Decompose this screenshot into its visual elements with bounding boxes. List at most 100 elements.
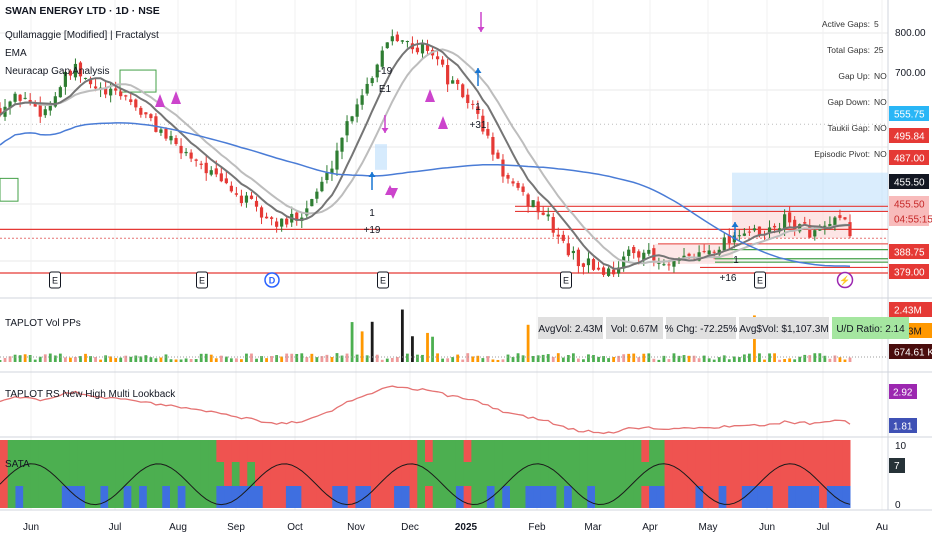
volume-bar: [421, 354, 424, 362]
sata-cell: [23, 440, 32, 462]
sata-cell: [463, 440, 472, 462]
candle-body: [742, 233, 746, 236]
candle-body: [461, 84, 465, 98]
candle-body: [370, 78, 374, 84]
volume-bar: [335, 353, 339, 362]
volume-bar: [94, 357, 97, 362]
volume-bar: [84, 353, 87, 362]
volume-bar: [265, 358, 268, 362]
candle-body: [627, 249, 631, 256]
sata-cell: [819, 440, 828, 462]
sata-cell: [703, 440, 712, 462]
sata-cell: [425, 486, 434, 508]
sata-cell: [826, 462, 836, 486]
sata-cell: [100, 440, 109, 462]
volume-bar: [350, 322, 354, 362]
sata-cell: [363, 462, 372, 486]
sata-cell: [579, 486, 588, 508]
sata-cell: [510, 486, 519, 508]
candle-body: [531, 200, 535, 208]
volume-bar: [622, 354, 626, 362]
sata-cell: [571, 486, 581, 508]
sata-cell: [100, 486, 109, 508]
candle-body: [174, 138, 178, 144]
sata-cell: [123, 462, 132, 486]
candle-body: [632, 246, 636, 254]
volume-bar: [214, 358, 218, 362]
sata-cell: [703, 462, 712, 486]
volume-bar: [134, 355, 138, 362]
arrow-down-icon: [477, 27, 485, 32]
candle-body: [350, 116, 354, 122]
annotation-count: 1: [733, 255, 739, 266]
earnings-badge[interactable]: [560, 271, 572, 289]
earnings-badge[interactable]: [49, 271, 61, 289]
candle-body: [224, 178, 228, 184]
sata-cell: [7, 486, 16, 508]
candle-body: [13, 93, 17, 102]
volume-bar: [793, 359, 797, 362]
volume-bar: [360, 331, 364, 362]
dividend-badge[interactable]: [264, 272, 280, 288]
candle-body: [275, 221, 279, 227]
price-label-box: [889, 196, 929, 211]
sata-cell: [540, 462, 550, 486]
sata-cell: [38, 462, 47, 486]
volume-bar: [104, 355, 108, 362]
price-label: 379.00: [894, 268, 925, 279]
indicator-legend-0[interactable]: Qullamaggie [Modified] | Fractalyst: [5, 30, 159, 41]
candle-body: [752, 228, 757, 231]
price-label: 04:55:15: [894, 215, 932, 226]
indicator-legend-1[interactable]: EMA: [5, 48, 27, 59]
sata-cell: [409, 462, 418, 486]
candle-body: [395, 34, 399, 42]
indicator-legend-2[interactable]: Neuracap Gap Analysis: [5, 66, 110, 77]
volume-bar: [124, 355, 128, 362]
sata-cell: [146, 462, 156, 486]
sata-cell: [69, 486, 78, 508]
sata-cell: [247, 440, 256, 462]
volume-bar: [808, 355, 812, 362]
earnings-badge[interactable]: [377, 271, 389, 289]
earnings-badge[interactable]: [196, 271, 208, 289]
sata-cell: [370, 440, 380, 462]
candle-body: [581, 263, 586, 267]
volume-bar: [546, 354, 550, 362]
candle-body: [712, 251, 716, 253]
sata-cell: [92, 462, 101, 486]
sata-cell: [440, 486, 449, 508]
sata-cell: [656, 486, 666, 508]
candle-body: [657, 262, 661, 264]
gap-table-label: Active Gaps:: [822, 19, 870, 29]
sata-cell: [200, 462, 210, 486]
sata-cell: [502, 440, 511, 462]
candle-body: [43, 109, 47, 116]
volume-bar: [742, 354, 746, 362]
volume-stat-text: Avg$Vol: $1,107.3M: [739, 324, 828, 335]
earnings-badge[interactable]: [754, 271, 766, 289]
candle-body: [501, 159, 505, 177]
sata-cell: [262, 440, 271, 462]
sata-cell: [316, 486, 326, 508]
sata-cell: [162, 462, 171, 486]
candle-body: [612, 269, 616, 275]
sata-cell: [115, 486, 125, 508]
sata-cell: [741, 462, 751, 486]
volume-bar: [114, 358, 118, 362]
candle-body: [722, 237, 726, 251]
gap-table-label: Episodic Pivot:: [814, 149, 870, 159]
sata-cell: [293, 486, 302, 508]
lightning-badge[interactable]: [836, 271, 854, 289]
volume-bar: [657, 359, 661, 362]
volume-bar: [451, 357, 455, 362]
sata-tick: 10: [895, 441, 907, 452]
gap-zone-blue: [732, 172, 888, 212]
candle-body: [788, 212, 792, 223]
candle-body: [48, 103, 52, 111]
sata-cell: [602, 440, 611, 462]
candle-body: [249, 195, 254, 199]
sata-cell: [726, 486, 735, 508]
volume-bar: [798, 356, 802, 362]
sata-cell: [262, 486, 271, 508]
sata-cell: [23, 462, 32, 486]
